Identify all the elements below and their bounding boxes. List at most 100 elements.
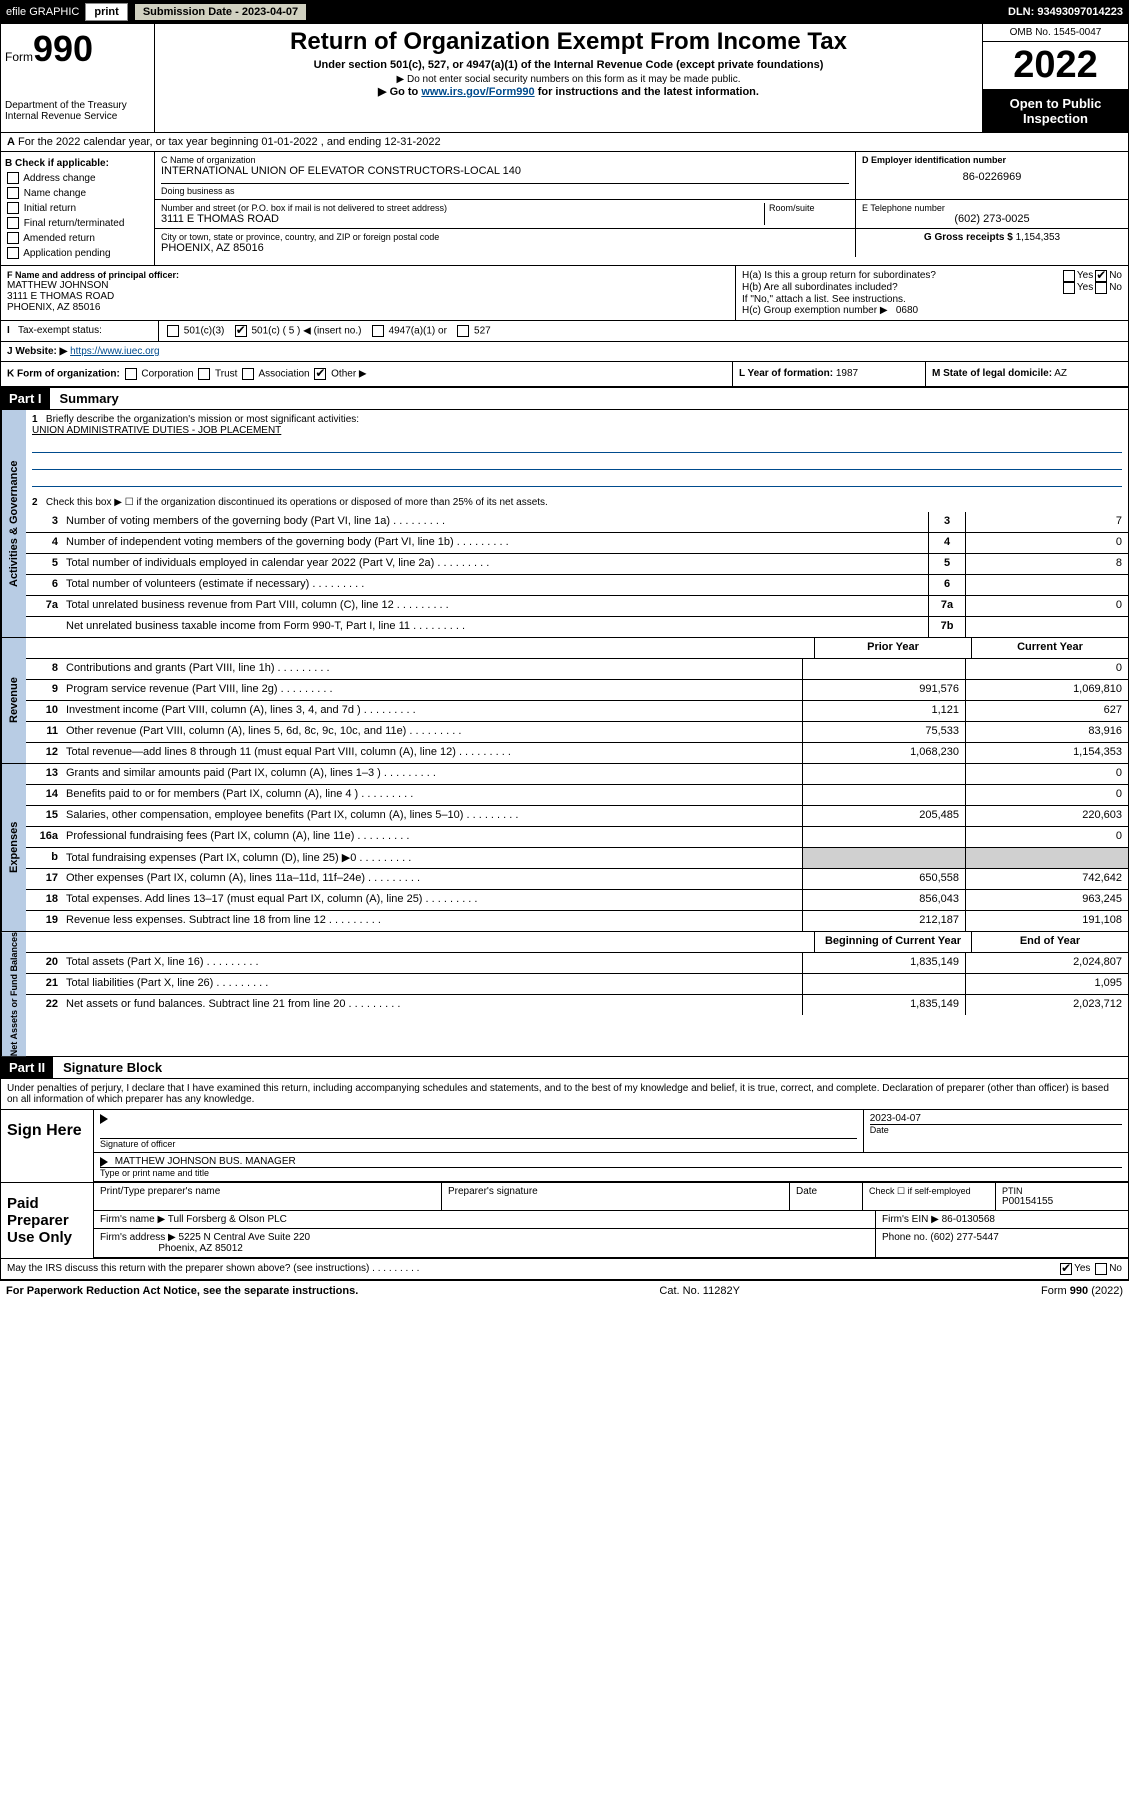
summary-line: 12Total revenue—add lines 8 through 11 (… bbox=[26, 743, 1128, 763]
line2: Check this box ▶ ☐ if the organization d… bbox=[46, 497, 548, 508]
form-header: Form990 Department of the Treasury Inter… bbox=[1, 24, 1128, 133]
beg-year-hdr: Beginning of Current Year bbox=[814, 932, 971, 952]
hb-no[interactable] bbox=[1095, 282, 1107, 294]
footer-left: For Paperwork Reduction Act Notice, see … bbox=[6, 1285, 358, 1297]
summary-line: 6Total number of volunteers (estimate if… bbox=[26, 575, 1128, 596]
officer-name: MATTHEW JOHNSON bbox=[7, 280, 729, 291]
form-note1: ▶ Do not enter social security numbers o… bbox=[159, 74, 978, 85]
chk-trust[interactable] bbox=[198, 368, 210, 380]
firm-name: Tull Forsberg & Olson PLC bbox=[168, 1214, 287, 1225]
chk-527[interactable] bbox=[457, 325, 469, 337]
summary-line: 19Revenue less expenses. Subtract line 1… bbox=[26, 911, 1128, 931]
summary-line: 21Total liabilities (Part X, line 26)1,0… bbox=[26, 974, 1128, 995]
ha-yes[interactable] bbox=[1063, 270, 1075, 282]
part1-header: Part I bbox=[1, 388, 50, 409]
dln: DLN: 93493097014223 bbox=[1008, 6, 1123, 18]
j-lbl: J Website: ▶ bbox=[7, 346, 67, 357]
chk-initial-return[interactable] bbox=[7, 202, 19, 214]
state-domicile: AZ bbox=[1054, 368, 1067, 379]
ein: 86-0226969 bbox=[862, 171, 1122, 183]
dept-treasury: Department of the Treasury bbox=[5, 100, 150, 111]
officer-title-lbl: Type or print name and title bbox=[100, 1167, 1122, 1178]
irs-link[interactable]: www.irs.gov/Form990 bbox=[421, 86, 534, 98]
summary-line: 20Total assets (Part X, line 16)1,835,14… bbox=[26, 953, 1128, 974]
discuss-no[interactable] bbox=[1095, 1263, 1107, 1275]
prep-date-lbl: Date bbox=[790, 1183, 863, 1210]
section-b-title: B Check if applicable: bbox=[5, 156, 150, 171]
prior-year-hdr: Prior Year bbox=[814, 638, 971, 658]
hc-lbl: H(c) Group exemption number ▶ bbox=[742, 305, 888, 316]
summary-line: 22Net assets or fund balances. Subtract … bbox=[26, 995, 1128, 1015]
chk-address-change[interactable] bbox=[7, 172, 19, 184]
line1-lbl: Briefly describe the organization's miss… bbox=[46, 414, 359, 425]
chk-other[interactable] bbox=[314, 368, 326, 380]
summary-line: 16aProfessional fundraising fees (Part I… bbox=[26, 827, 1128, 848]
form-subtitle: Under section 501(c), 527, or 4947(a)(1)… bbox=[159, 59, 978, 71]
firm-addr-lbl: Firm's address ▶ bbox=[100, 1232, 176, 1243]
submission-date: Submission Date - 2023-04-07 bbox=[134, 3, 307, 21]
omb-number: OMB No. 1545-0047 bbox=[983, 24, 1128, 42]
form-prefix: Form bbox=[5, 50, 33, 64]
d-ein-lbl: D Employer identification number bbox=[862, 155, 1122, 165]
m-lbl: M State of legal domicile: bbox=[932, 368, 1052, 379]
firm-addr2: Phoenix, AZ 85012 bbox=[158, 1243, 243, 1254]
summary-line: 8Contributions and grants (Part VIII, li… bbox=[26, 659, 1128, 680]
summary-line: 3Number of voting members of the governi… bbox=[26, 512, 1128, 533]
chk-name-change[interactable] bbox=[7, 187, 19, 199]
city-state-zip: PHOENIX, AZ 85016 bbox=[161, 242, 849, 254]
room-lbl: Room/suite bbox=[769, 203, 849, 213]
chk-4947[interactable] bbox=[372, 325, 384, 337]
chk-corp[interactable] bbox=[125, 368, 137, 380]
hb-yes[interactable] bbox=[1063, 282, 1075, 294]
hb-lbl: H(b) Are all subordinates included? bbox=[742, 282, 1061, 294]
chk-amended[interactable] bbox=[7, 232, 19, 244]
k-lbl: K Form of organization: bbox=[7, 369, 120, 380]
prep-sig-lbl: Preparer's signature bbox=[442, 1183, 790, 1210]
summary-line: 7aTotal unrelated business revenue from … bbox=[26, 596, 1128, 617]
form-title: Return of Organization Exempt From Incom… bbox=[159, 28, 978, 56]
summary-line: 5Total number of individuals employed in… bbox=[26, 554, 1128, 575]
date-lbl: Date bbox=[870, 1124, 1122, 1135]
header-right: OMB No. 1545-0047 2022 Open to Public In… bbox=[982, 24, 1128, 132]
summary-line: 18Total expenses. Add lines 13–17 (must … bbox=[26, 890, 1128, 911]
print-button[interactable]: print bbox=[85, 3, 127, 21]
end-year-hdr: End of Year bbox=[971, 932, 1128, 952]
mission: UNION ADMINISTRATIVE DUTIES - JOB PLACEM… bbox=[32, 425, 281, 436]
year-formation: 1987 bbox=[836, 368, 858, 379]
prep-name-lbl: Print/Type preparer's name bbox=[94, 1183, 442, 1210]
header-left: Form990 Department of the Treasury Inter… bbox=[1, 24, 155, 132]
arrow-icon bbox=[100, 1157, 108, 1167]
footer-mid: Cat. No. 11282Y bbox=[358, 1285, 1041, 1297]
form-note2: ▶ Go to www.irs.gov/Form990 for instruct… bbox=[159, 85, 978, 98]
summary-line: 17Other expenses (Part IX, column (A), l… bbox=[26, 869, 1128, 890]
city-lbl: City or town, state or province, country… bbox=[161, 232, 849, 242]
vert-expenses: Expenses bbox=[1, 764, 26, 931]
c-name-lbl: C Name of organization bbox=[161, 155, 849, 165]
firm-ein-lbl: Firm's EIN ▶ bbox=[882, 1214, 939, 1225]
officer-addr2: PHOENIX, AZ 85016 bbox=[7, 302, 729, 313]
e-phone-lbl: E Telephone number bbox=[862, 203, 1122, 213]
section-bcdefg: B Check if applicable: Address change Na… bbox=[1, 152, 1128, 266]
chk-assoc[interactable] bbox=[242, 368, 254, 380]
irs-label: Internal Revenue Service bbox=[5, 111, 150, 122]
part2-header: Part II bbox=[1, 1057, 53, 1078]
officer-printed: MATTHEW JOHNSON BUS. MANAGER bbox=[115, 1156, 296, 1167]
summary-line: bTotal fundraising expenses (Part IX, co… bbox=[26, 848, 1128, 869]
footer: For Paperwork Reduction Act Notice, see … bbox=[0, 1280, 1129, 1301]
addr-lbl: Number and street (or P.O. box if mail i… bbox=[161, 203, 764, 213]
dba-lbl: Doing business as bbox=[161, 183, 849, 196]
ptin-lbl: PTIN bbox=[1002, 1186, 1122, 1196]
chk-501c3[interactable] bbox=[167, 325, 179, 337]
hc-val: 0680 bbox=[896, 305, 918, 316]
sig-officer-lbl: Signature of officer bbox=[100, 1138, 857, 1149]
form-number: 990 bbox=[33, 28, 93, 69]
section-fh: F Name and address of principal officer:… bbox=[1, 266, 1128, 321]
website-link[interactable]: https://www.iuec.org bbox=[70, 346, 159, 357]
ha-no[interactable] bbox=[1095, 270, 1107, 282]
chk-501c[interactable] bbox=[235, 325, 247, 337]
chk-app-pending[interactable] bbox=[7, 247, 19, 259]
summary-line: 14Benefits paid to or for members (Part … bbox=[26, 785, 1128, 806]
chk-final-return[interactable] bbox=[7, 217, 19, 229]
discuss-yes[interactable] bbox=[1060, 1263, 1072, 1275]
firm-addr1: 5225 N Central Ave Suite 220 bbox=[179, 1232, 311, 1243]
